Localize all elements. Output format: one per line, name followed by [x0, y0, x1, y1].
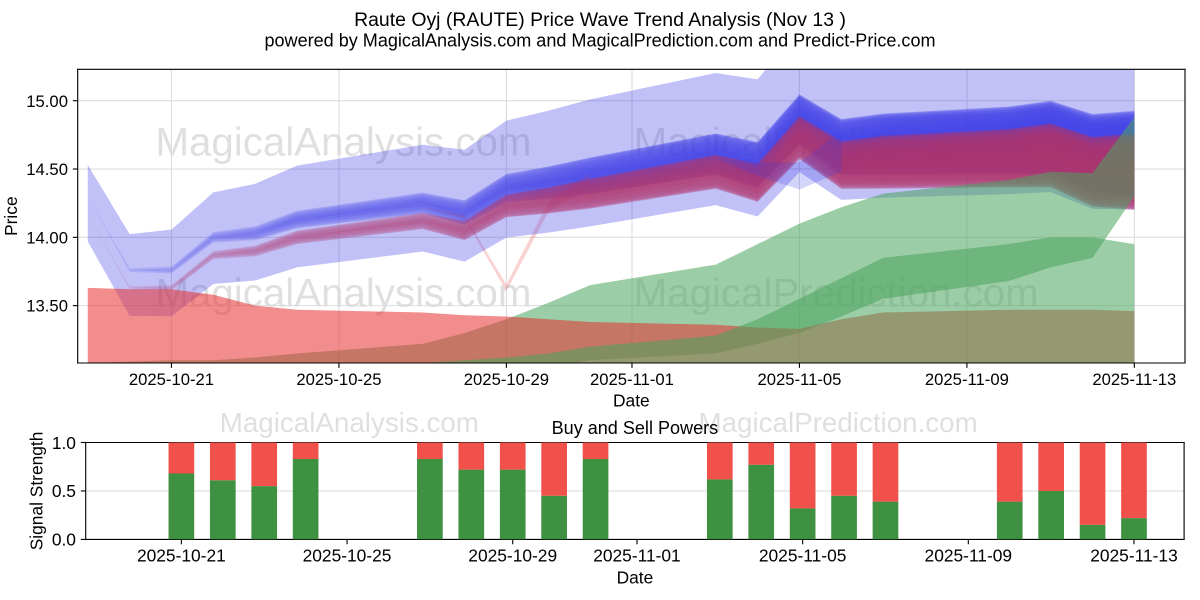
svg-text:Date: Date	[617, 567, 654, 587]
svg-text:2025-11-05: 2025-11-05	[759, 546, 847, 566]
svg-text:13.50: 13.50	[26, 297, 68, 316]
svg-text:2025-10-29: 2025-10-29	[468, 546, 557, 566]
svg-text:2025-10-21: 2025-10-21	[129, 370, 214, 389]
svg-text:2025-11-05: 2025-11-05	[757, 370, 841, 389]
svg-text:2025-10-29: 2025-10-29	[464, 370, 549, 389]
svg-text:Date: Date	[613, 390, 650, 410]
svg-text:powered by MagicalAnalysis.com: powered by MagicalAnalysis.com and Magic…	[264, 31, 935, 51]
svg-text:2025-10-21: 2025-10-21	[137, 546, 226, 566]
svg-text:0.5: 0.5	[52, 481, 76, 501]
svg-text:2025-11-01: 2025-11-01	[593, 546, 681, 566]
svg-text:2025-11-01: 2025-11-01	[590, 370, 674, 389]
svg-text:2025-11-13: 2025-11-13	[1090, 546, 1178, 566]
svg-text:2025-11-09: 2025-11-09	[925, 370, 1009, 389]
svg-text:MagicalPrediction.com: MagicalPrediction.com	[698, 407, 977, 438]
svg-text:15.00: 15.00	[26, 92, 68, 111]
svg-text:2025-11-09: 2025-11-09	[925, 546, 1013, 566]
svg-text:Raute Oyj (RAUTE) Price Wave T: Raute Oyj (RAUTE) Price Wave Trend Analy…	[354, 9, 846, 31]
svg-text:14.50: 14.50	[26, 160, 68, 179]
svg-text:2025-10-25: 2025-10-25	[296, 370, 381, 389]
svg-text:Buy and Sell Powers: Buy and Sell Powers	[552, 418, 719, 438]
svg-text:14.00: 14.00	[26, 228, 68, 247]
svg-text:Price: Price	[1, 196, 21, 236]
svg-text:2025-10-25: 2025-10-25	[303, 546, 392, 566]
svg-text:1.0: 1.0	[52, 433, 76, 453]
svg-text:0.0: 0.0	[52, 530, 76, 550]
svg-text:Signal Strength: Signal Strength	[27, 432, 47, 551]
svg-text:2025-11-13: 2025-11-13	[1092, 370, 1176, 389]
svg-text:MagicalAnalysis.com: MagicalAnalysis.com	[220, 407, 479, 438]
